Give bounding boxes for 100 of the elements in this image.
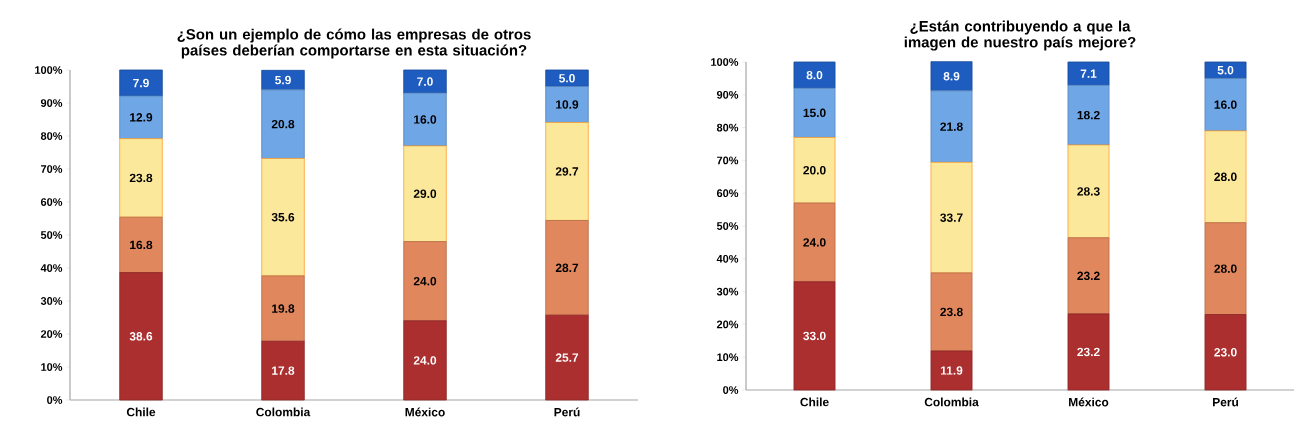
y-tick-label: 70%: [41, 165, 63, 173]
y-tick-label: 70%: [717, 156, 739, 165]
y-tick-label: 50%: [716, 222, 739, 230]
y-tick-label: 100%: [711, 58, 739, 66]
data-label: 28.7: [555, 263, 579, 273]
bar: [545, 69, 589, 87]
y-tick-label: 20%: [716, 320, 739, 329]
chart-title: ¿Son un ejemplo de cómo las empresas de otros países deberían comportarse en esta situación?: [177, 28, 531, 59]
data-label: 5.0: [559, 74, 575, 83]
data-label: 5.9: [275, 75, 291, 85]
y-tick-label: 30%: [716, 287, 739, 296]
data-label: 38.6: [129, 332, 153, 341]
bar: [119, 95, 163, 140]
data-label: 28.3: [1077, 187, 1100, 196]
bar: [1067, 144, 1110, 239]
data-label: 10.9: [556, 100, 579, 109]
bar: [545, 314, 589, 401]
bar: [1067, 61, 1110, 86]
bar: [1204, 314, 1247, 391]
data-label: 33.0: [803, 331, 826, 341]
chart-title: ¿Están contribuyendo a que la imagen de nuestro país mejore?: [904, 20, 1136, 51]
bar: [119, 272, 163, 401]
data-label: 23.8: [940, 307, 963, 317]
bar: [930, 161, 973, 274]
data-label: 7.9: [133, 78, 149, 88]
y-tick-label: 40%: [716, 254, 739, 263]
bar: [403, 241, 447, 322]
data-label: 8.0: [806, 70, 823, 80]
bar: [261, 158, 305, 277]
data-label: 33.7: [940, 213, 963, 222]
bar: [261, 89, 305, 159]
data-label: 18.2: [1077, 110, 1100, 120]
data-label: 7.1: [1080, 69, 1097, 78]
y-tick-label: 90%: [716, 90, 739, 99]
data-label: 12.9: [130, 113, 153, 122]
x-tick-label: Colombia: [924, 397, 979, 407]
y-tick-label: 10%: [41, 363, 63, 371]
bar: [1067, 313, 1110, 391]
data-label: 23.2: [1077, 271, 1100, 281]
bar: [403, 320, 447, 401]
bar: [930, 90, 973, 163]
bar: [403, 69, 447, 94]
bar: [119, 216, 163, 274]
y-tick-label: 40%: [40, 264, 63, 272]
bar: [793, 61, 836, 89]
x-tick-label: México: [405, 407, 445, 417]
bar: [1067, 84, 1110, 146]
data-label: 16.0: [414, 115, 437, 124]
data-label: 35.6: [271, 212, 295, 222]
data-label: 15.0: [803, 108, 826, 118]
bar: [793, 87, 836, 138]
data-label: 16.8: [130, 240, 153, 250]
data-label: 23.8: [129, 173, 153, 183]
bar: [119, 69, 163, 97]
bar: [403, 92, 447, 147]
data-label: 19.8: [272, 304, 295, 313]
data-label: 21.8: [940, 122, 963, 131]
bar: [930, 272, 973, 352]
bar: [1204, 77, 1247, 132]
y-tick-label: 100%: [35, 66, 63, 74]
bar: [261, 340, 305, 401]
y-tick-label: 30%: [40, 297, 63, 305]
x-tick-label: Colombia: [256, 407, 311, 417]
data-label: 8.9: [943, 72, 960, 81]
y-tick-label: 60%: [716, 189, 739, 198]
bar: [793, 202, 836, 283]
bar: [793, 137, 836, 204]
y-tick-label: 80%: [716, 123, 739, 132]
x-tick-label: México: [1069, 397, 1109, 407]
bar: [1204, 130, 1247, 224]
y-tick-label: 10%: [717, 353, 739, 362]
data-label: 24.0: [413, 356, 437, 365]
bar: [545, 220, 589, 316]
data-label: 20.8: [271, 119, 295, 129]
data-label: 16.0: [1214, 100, 1237, 109]
data-label: 5.0: [1217, 65, 1234, 75]
data-label: 24.0: [803, 238, 826, 247]
x-tick-label: Chile: [126, 407, 156, 417]
y-tick-label: 90%: [40, 99, 63, 107]
bar: [930, 350, 973, 391]
data-label: 28.0: [1214, 172, 1237, 182]
data-label: 29.0: [413, 189, 437, 198]
y-tick-label: 50%: [40, 231, 63, 239]
bar: [1204, 61, 1247, 79]
bar: [403, 145, 447, 242]
x-tick-label: Perú: [1213, 397, 1239, 407]
bar: [545, 86, 589, 123]
data-label: 23.2: [1077, 347, 1100, 357]
data-label: 23.0: [1214, 348, 1237, 357]
bar: [119, 138, 163, 218]
data-label: 25.7: [555, 353, 579, 362]
data-label: 24.0: [413, 276, 437, 286]
bar: [1204, 222, 1247, 315]
bar: [793, 281, 836, 391]
y-tick-label: 0%: [723, 386, 739, 394]
bar: [1067, 237, 1110, 315]
x-tick-label: Chile: [800, 397, 829, 407]
y-tick-label: 20%: [40, 330, 63, 338]
bar: [930, 61, 973, 92]
data-label: 20.0: [803, 166, 826, 175]
